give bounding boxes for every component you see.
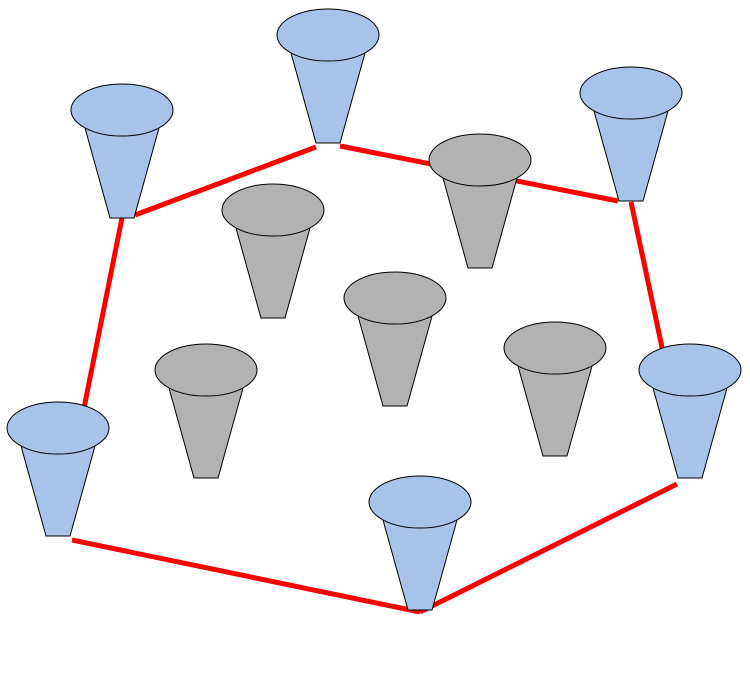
edge [81, 217, 125, 409]
gray-cone [221, 183, 325, 319]
blue-cone [579, 66, 683, 202]
blue-cone [368, 475, 472, 611]
cone-top [6, 401, 110, 455]
edge [134, 144, 317, 218]
cones [6, 8, 742, 611]
edge [418, 481, 679, 615]
cone-top [503, 321, 607, 375]
gray-cone [343, 271, 447, 407]
cone-top [428, 133, 532, 187]
cone-top [638, 343, 742, 397]
cone-top [579, 66, 683, 120]
cone-top [154, 343, 258, 397]
cone-top [343, 271, 447, 325]
blue-cone [638, 343, 742, 479]
gray-cone [154, 343, 258, 479]
cone-top [368, 475, 472, 529]
gray-cone [428, 133, 532, 269]
edge [71, 537, 421, 615]
blue-cone [70, 83, 174, 219]
edge [628, 201, 666, 353]
gray-cone [503, 321, 607, 457]
blue-cone [276, 8, 380, 144]
blue-cone [6, 401, 110, 537]
cone-top [70, 83, 174, 137]
cone-top [276, 8, 380, 62]
cone-top [221, 183, 325, 237]
